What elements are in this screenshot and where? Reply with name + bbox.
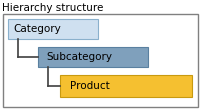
Bar bbox=[3, 14, 197, 107]
Text: Category: Category bbox=[13, 24, 60, 34]
Bar bbox=[8, 19, 98, 39]
Text: Subcategory: Subcategory bbox=[46, 52, 111, 62]
Bar bbox=[38, 47, 147, 67]
Text: Product: Product bbox=[70, 81, 109, 91]
Text: Hierarchy structure: Hierarchy structure bbox=[2, 3, 103, 13]
Bar bbox=[60, 75, 191, 97]
